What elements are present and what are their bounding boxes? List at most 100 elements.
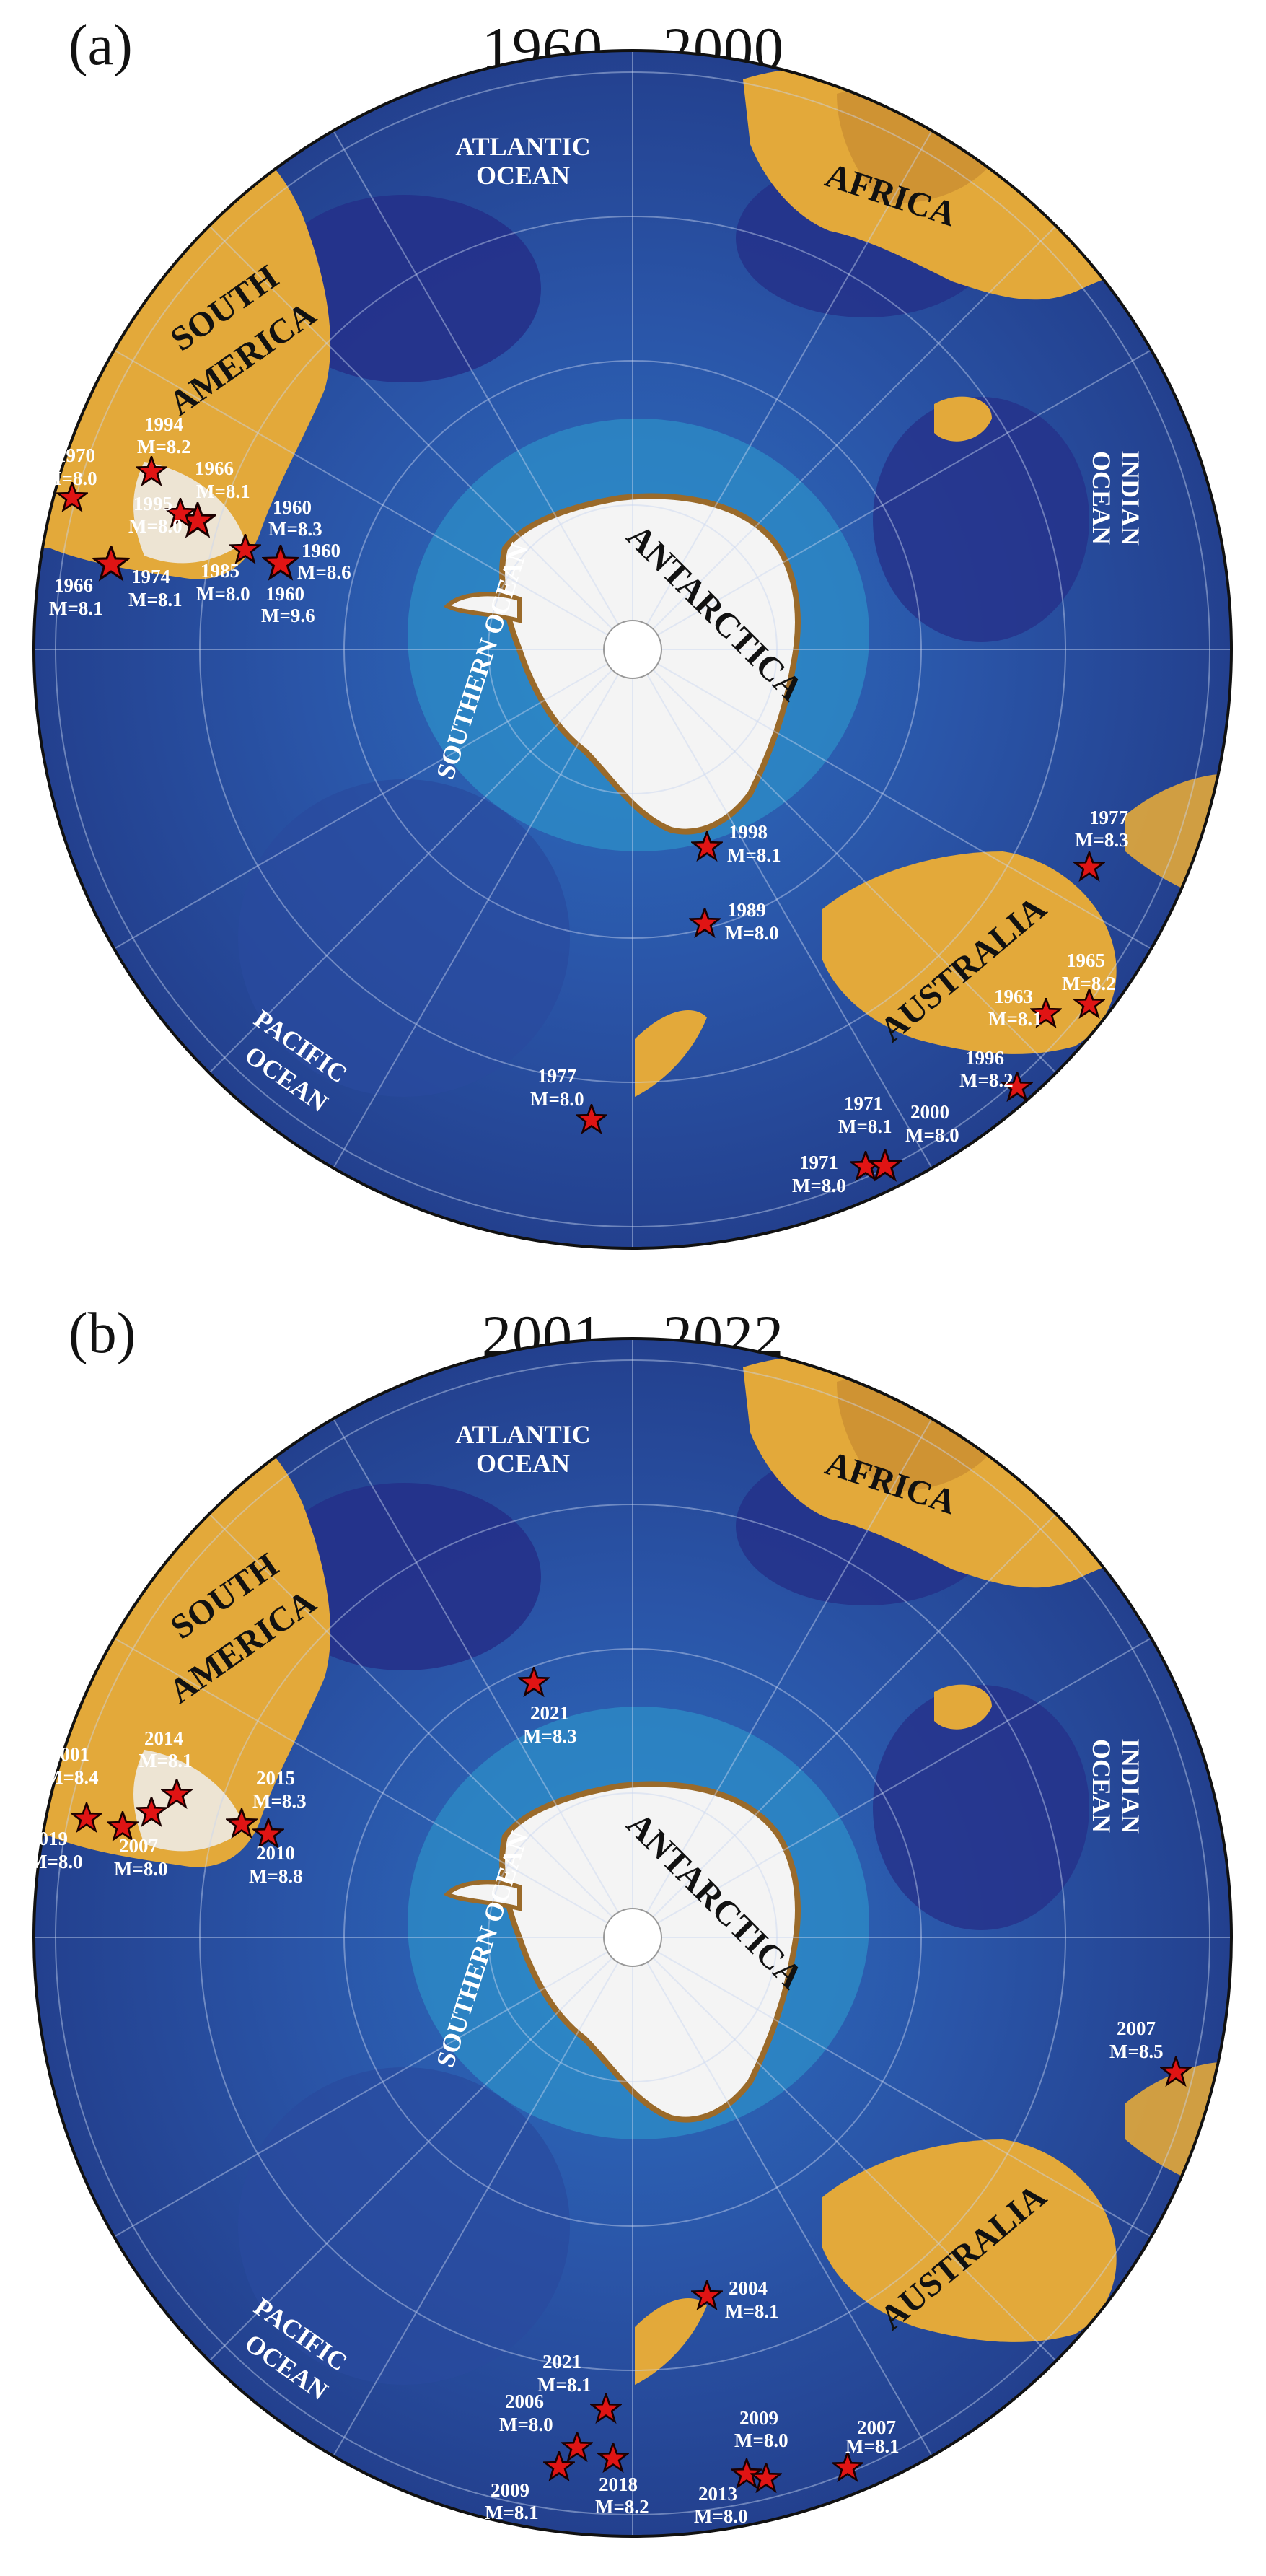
event-mag: M=8.0 <box>905 1124 959 1146</box>
panel-b: (b) 2001—2022 <box>0 1288 1266 2576</box>
event-mag: M=8.2 <box>137 436 191 457</box>
event-year: 2014 <box>144 1727 183 1749</box>
event-year: 2001 <box>50 1743 89 1765</box>
indian-label-2: OCEAN <box>1087 1739 1116 1833</box>
deep-basin <box>238 779 570 1097</box>
event-year: 1966 <box>54 574 93 596</box>
event-year: 2021 <box>542 2351 581 2373</box>
event-mag: M=8.3 <box>523 1725 577 1747</box>
event-mag: M=8.2 <box>959 1069 1014 1091</box>
event-year: 2007 <box>119 1835 158 1857</box>
event-year: 2004 <box>729 2277 768 2299</box>
event-mag: M=8.1 <box>838 1116 892 1137</box>
event-year: 2015 <box>256 1767 295 1789</box>
event-year: 2007 <box>1117 2018 1156 2039</box>
atlantic-label: ATLANTIC <box>455 1420 590 1449</box>
event-year: 1971 <box>844 1092 883 1114</box>
event-mag: M=8.1 <box>139 1750 193 1771</box>
event-mag: M=8.6 <box>297 561 351 583</box>
event-mag: M=8.1 <box>537 2374 592 2396</box>
deep-basin <box>267 1483 541 1670</box>
event-year: 1977 <box>537 1065 576 1087</box>
event-mag: M=8.0 <box>694 2505 748 2527</box>
event-mag: M=8.0 <box>114 1858 168 1880</box>
polar-map: ATLANTIC OCEAN AFRICA SOUTH AMERICA INDI… <box>29 1337 1233 2538</box>
event-mag: M=8.3 <box>1075 829 1129 851</box>
madagascar-landmass <box>934 1684 992 1730</box>
atlantic-label-2: OCEAN <box>476 1449 570 1478</box>
event-year: 1977 <box>1089 807 1128 828</box>
polar-map: ATLANTIC OCEAN AFRICA SOUTH AMERICA INDI… <box>32 49 1233 1250</box>
event-year: 1966 <box>195 457 234 479</box>
australia-landmass <box>822 2139 1117 2342</box>
event-year: 2021 <box>530 1702 569 1724</box>
event-year: 1960 <box>265 583 304 605</box>
event-mag: M=8.1 <box>725 2300 779 2322</box>
new-zealand-landmass <box>635 2298 707 2385</box>
new-zealand-landmass <box>635 1010 707 1097</box>
deep-basin <box>873 1685 1089 1930</box>
event-mag: M=8.1 <box>49 597 103 619</box>
event-year: 1994 <box>144 413 183 435</box>
event-year: 1985 <box>201 560 239 582</box>
event-year: 1989 <box>727 899 766 921</box>
event-year: 2000 <box>910 1101 949 1123</box>
event-mag: M=8.0 <box>499 2414 553 2435</box>
deep-basin <box>873 397 1089 642</box>
deep-basin <box>238 2067 570 2385</box>
event-mag: M=8.0 <box>734 2430 788 2451</box>
event-mag: M=9.6 <box>261 605 315 626</box>
event-mag: M=8.0 <box>530 1088 584 1110</box>
event-year: 1971 <box>799 1152 838 1173</box>
event-mag: M=8.0 <box>196 583 250 605</box>
event-mag: M=8.0 <box>43 468 97 489</box>
event-year: 1974 <box>131 566 170 587</box>
panel-letter: (b) <box>69 1302 136 1365</box>
event-mag: M=8.1 <box>988 1008 1042 1030</box>
event-mag: M=8.1 <box>128 589 183 610</box>
event-year: 1960 <box>302 540 340 561</box>
map-border <box>32 49 1233 1250</box>
event-mag: M=8.0 <box>792 1175 846 1196</box>
event-year: 2009 <box>491 2479 529 2501</box>
south-pole <box>603 620 662 679</box>
earthquake-labels: 2001 M=8.4 2014 M=8.1 2015 M=8.3 2019 M=… <box>29 1702 1164 2527</box>
indian-label-2: OCEAN <box>1087 451 1116 545</box>
madagascar-landmass <box>934 396 992 442</box>
event-year: 2013 <box>698 2483 737 2505</box>
event-mag: M=8.1 <box>727 844 781 866</box>
event-year: 1995 <box>133 493 172 514</box>
deep-basin <box>267 195 541 382</box>
event-mag: M=8.1 <box>196 481 250 502</box>
event-year: 1965 <box>1066 950 1105 971</box>
event-mag: M=8.1 <box>845 2435 900 2457</box>
event-mag: M=8.4 <box>45 1766 99 1788</box>
atlantic-label: ATLANTIC <box>455 132 590 161</box>
panel-a: (a) 1960—2000 <box>32 14 1233 1250</box>
event-mag: M=8.0 <box>725 922 779 944</box>
event-mag: M=8.5 <box>1109 2041 1164 2062</box>
antarctic-peninsula <box>443 592 522 623</box>
event-mag: M=8.8 <box>249 1865 303 1887</box>
event-mag: M=8.3 <box>268 518 322 540</box>
event-year: 2018 <box>599 2474 638 2495</box>
event-mag: M=8.0 <box>128 515 183 537</box>
event-year: 1998 <box>729 821 768 843</box>
south-pole <box>603 1908 662 1967</box>
event-year: 2010 <box>256 1842 295 1864</box>
event-mag: M=8.2 <box>1062 973 1116 994</box>
event-mag: M=8.1 <box>485 2502 539 2523</box>
indian-label: INDIAN <box>1116 1738 1145 1834</box>
panel-letter: (a) <box>69 14 133 77</box>
event-mag: M=8.0 <box>29 1851 83 1872</box>
antarctic-peninsula <box>443 1880 522 1911</box>
australia-landmass <box>822 851 1117 1054</box>
map-body <box>34 51 1231 1248</box>
event-mag: M=8.2 <box>595 2496 649 2518</box>
map-border <box>32 1337 1233 2538</box>
event-year: 1970 <box>56 444 95 466</box>
event-year: 1996 <box>965 1047 1004 1069</box>
atlantic-label-2: OCEAN <box>476 161 570 190</box>
event-year: 1960 <box>273 496 312 518</box>
event-year: 2019 <box>29 1828 68 1849</box>
